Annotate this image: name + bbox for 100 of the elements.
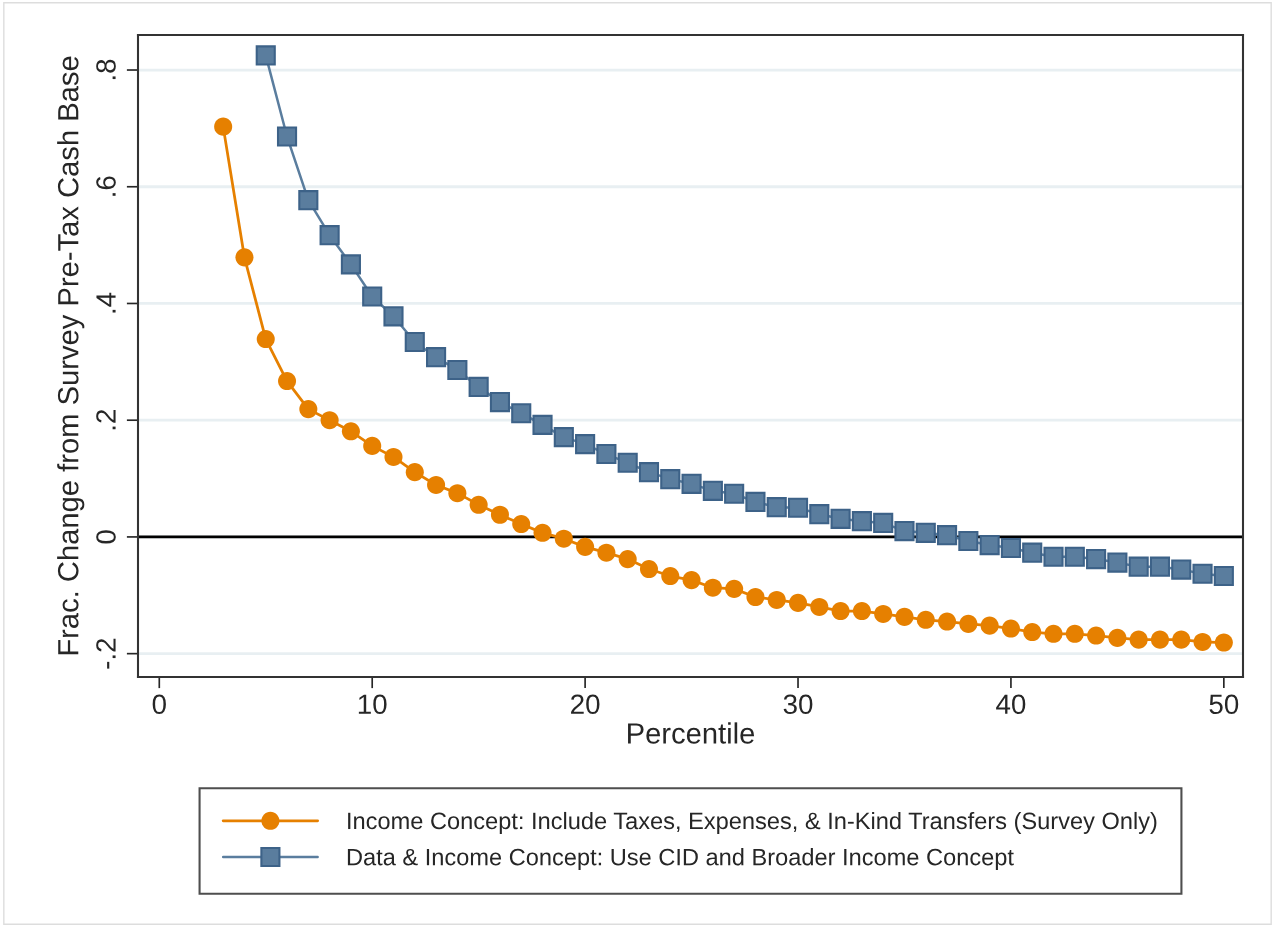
point [468, 376, 489, 397]
point [745, 491, 766, 512]
point [255, 45, 276, 66]
point [1064, 546, 1085, 567]
point [681, 473, 702, 494]
point [725, 579, 744, 598]
point [852, 602, 871, 621]
point [1172, 630, 1191, 649]
point [299, 400, 318, 419]
point [1128, 556, 1149, 577]
point [746, 588, 765, 607]
y-tick-label: 0 [96, 530, 116, 544]
point [447, 359, 468, 381]
point [1086, 549, 1107, 570]
point [618, 550, 637, 569]
point [661, 567, 680, 586]
point [1214, 633, 1233, 652]
point [1107, 552, 1128, 573]
x-tick-label: 50 [1209, 694, 1239, 715]
point [639, 560, 659, 579]
point [384, 447, 403, 466]
point [1043, 546, 1064, 567]
point [1149, 556, 1171, 577]
point [916, 610, 935, 629]
point [469, 495, 488, 514]
point [1108, 628, 1127, 647]
x-tick-label: 0 [152, 694, 166, 715]
point [724, 483, 745, 504]
point [489, 392, 511, 413]
legend-label: Data & Income Concept: Use CID and Broader Income Concept [347, 848, 1014, 871]
point [810, 597, 829, 616]
point [1065, 624, 1084, 643]
point [597, 543, 616, 562]
point [575, 434, 596, 455]
point [533, 523, 552, 542]
point [787, 497, 809, 518]
point [980, 616, 999, 635]
point [1023, 623, 1042, 642]
point [320, 411, 339, 430]
point [682, 571, 701, 590]
point [874, 604, 893, 623]
point [873, 512, 894, 533]
point [383, 306, 404, 327]
point [553, 427, 574, 448]
point [1000, 537, 1021, 559]
point [617, 452, 638, 473]
y-tick-label: .8 [96, 59, 116, 80]
point [448, 484, 467, 503]
point [702, 480, 723, 501]
point [362, 286, 383, 307]
point [340, 254, 361, 275]
y-tick-label: .4 [96, 292, 116, 313]
point [1001, 619, 1020, 638]
point [788, 593, 808, 612]
point [596, 443, 617, 465]
point [1192, 563, 1213, 584]
point [959, 614, 978, 633]
point [660, 469, 681, 490]
point [1044, 624, 1063, 643]
point [235, 248, 254, 267]
point [511, 403, 532, 424]
x-axis-title: Percentile [628, 722, 755, 744]
point [915, 522, 936, 543]
point [809, 504, 830, 525]
x-tick-label: 30 [783, 694, 813, 715]
point [894, 521, 915, 542]
point [1022, 542, 1043, 563]
point [1129, 630, 1148, 649]
point [278, 372, 297, 391]
point [638, 462, 660, 483]
point [1087, 626, 1106, 645]
point [298, 190, 319, 211]
y-tick-label: -.2 [96, 638, 116, 669]
y-tick-label: .6 [96, 176, 116, 196]
point [831, 602, 850, 621]
point [830, 508, 851, 529]
point [766, 497, 787, 518]
point [1193, 632, 1212, 652]
point [895, 607, 914, 626]
point [1150, 630, 1169, 649]
point [256, 330, 275, 349]
point [404, 331, 425, 353]
point [426, 347, 447, 368]
point [363, 436, 382, 455]
point [214, 117, 233, 136]
point [576, 537, 595, 556]
point [958, 530, 979, 552]
point [979, 535, 1000, 556]
point [1213, 565, 1234, 587]
y-axis-title: Frac. Change from Survey Pre-Tax Cash Base [57, 56, 85, 655]
x-tick-label: 20 [571, 694, 600, 715]
point [319, 225, 340, 246]
x-tick-label: 40 [996, 694, 1026, 715]
x-tick-label: 10 [358, 694, 387, 715]
point [512, 515, 531, 534]
point [1171, 559, 1192, 580]
point [276, 126, 298, 147]
point [427, 475, 446, 495]
point [341, 422, 360, 441]
point [703, 578, 722, 597]
